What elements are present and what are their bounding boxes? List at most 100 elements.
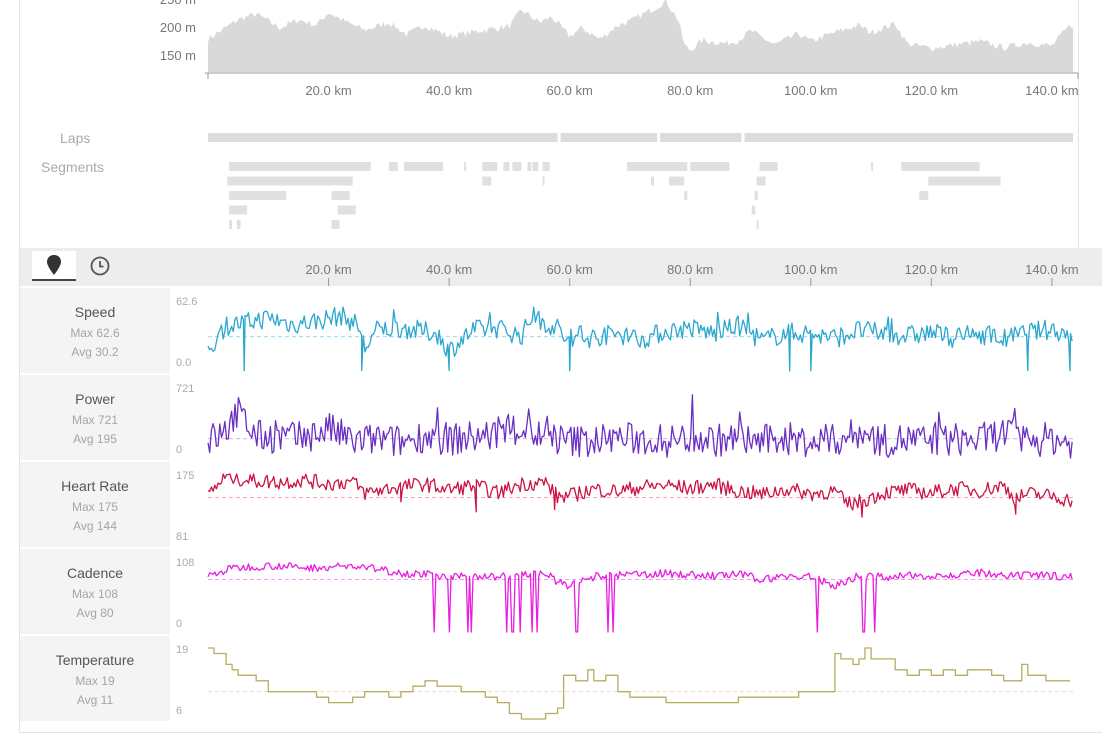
lap-bar	[208, 133, 558, 142]
segment-bar	[532, 162, 539, 171]
metric-min-label: 81	[176, 531, 188, 543]
distance-axis-tick: 100.0 km	[784, 262, 837, 277]
metric-plot-power: 721 0	[170, 375, 1080, 460]
elevation-chart: 250 m 200 m 150 m 20.0 km 40.0 km 60.0 km 80.0…	[160, 0, 1079, 98]
metric-max-label: 721	[176, 383, 194, 395]
segment-bar	[901, 162, 980, 171]
metric-max: Max 721	[71, 413, 119, 427]
segment-bar	[229, 205, 248, 215]
segment-bar	[229, 191, 287, 200]
segment-bar	[919, 191, 929, 200]
segment-bar	[759, 162, 778, 171]
segment-bar	[756, 220, 759, 229]
distance-axis-tick: 140.0 km	[1025, 262, 1078, 277]
metric-max-label: 108	[176, 557, 194, 569]
metric-avg: Avg 80	[76, 606, 114, 620]
lap-bar	[744, 133, 1073, 142]
metric-avg: Avg 144	[73, 519, 117, 533]
segment-bar	[542, 162, 550, 171]
metric-plot-speed: 62.6 0.0	[170, 288, 1080, 373]
segment-bar	[503, 162, 510, 171]
segment-bar	[751, 205, 756, 215]
metric-max: Max 62.6	[70, 326, 120, 340]
metric-label-panel: Temperature Max 19 Avg 11	[20, 636, 170, 721]
segment-bar	[754, 191, 758, 200]
segment-bar	[651, 176, 655, 186]
elevation-area	[208, 0, 1073, 72]
metric-max: Max 19	[75, 674, 115, 688]
laps-track	[208, 133, 1073, 229]
segment-bar	[227, 176, 353, 186]
metric-series-line	[207, 394, 1073, 459]
segment-bar	[482, 162, 498, 171]
bottom-border	[19, 732, 1102, 733]
segment-bar	[928, 176, 1001, 186]
metric-series-line	[208, 647, 1070, 720]
metric-plot-cadence: 108 0	[170, 549, 1080, 634]
segment-bar	[669, 176, 685, 186]
segment-bar	[331, 220, 340, 229]
metric-label-panel: Speed Max 62.6 Avg 30.2	[20, 288, 170, 373]
metric-min-label: 6	[176, 705, 182, 717]
segment-bar	[331, 191, 350, 200]
elevation-x-tick: 140.0 km	[1025, 83, 1078, 98]
segment-bar	[337, 205, 356, 215]
segment-bar	[756, 176, 766, 186]
elevation-x-tick: 100.0 km	[784, 83, 837, 98]
metric-label-panel: Cadence Max 108 Avg 80	[20, 549, 170, 634]
elevation-y-tick: 150 m	[160, 48, 196, 63]
metric-label-panel: Power Max 721 Avg 195	[20, 375, 170, 460]
metric-avg: Avg 30.2	[71, 345, 119, 359]
metric-min-label: 0	[176, 618, 182, 630]
elevation-x-tick: 20.0 km	[305, 83, 351, 98]
segment-bar	[626, 162, 688, 171]
metric-series-line	[207, 306, 1073, 372]
metric-series-line	[207, 473, 1073, 518]
elevation-x-tick: 60.0 km	[547, 83, 593, 98]
metric-min-label: 0.0	[176, 357, 191, 369]
map-pin-icon	[47, 255, 61, 275]
distance-axis-tick: 60.0 km	[547, 262, 593, 277]
segment-bar	[527, 162, 532, 171]
metric-name: Speed	[74, 304, 116, 320]
elevation-x-tick: 80.0 km	[667, 83, 713, 98]
elevation-x-tick: 40.0 km	[426, 83, 472, 98]
clock-icon	[90, 256, 110, 276]
metric-max: Max 175	[71, 500, 119, 514]
segments-label: Segments	[41, 159, 105, 175]
chart-toolbar	[20, 248, 1102, 286]
distance-axis-tick: 20.0 km	[305, 262, 351, 277]
lap-bar	[660, 133, 742, 142]
segment-bar	[464, 162, 467, 171]
segment-bar	[512, 162, 522, 171]
distance-mode-button[interactable]	[32, 251, 76, 281]
right-border	[1078, 0, 1079, 248]
metric-plot-temperature: 19 6	[170, 636, 1080, 721]
metric-avg: Avg 195	[73, 432, 117, 446]
metric-name: Cadence	[66, 565, 124, 581]
metric-max-label: 19	[176, 644, 188, 656]
distance-axis-tick: 120.0 km	[905, 262, 958, 277]
segment-bar	[403, 162, 444, 171]
segment-bar	[388, 162, 398, 171]
distance-axis-tick: 40.0 km	[426, 262, 472, 277]
metric-min-label: 0	[176, 444, 182, 456]
metric-max: Max 108	[71, 587, 119, 601]
distance-axis-tick: 80.0 km	[667, 262, 713, 277]
metric-plot-heart-rate: 175 81	[170, 462, 1080, 547]
segment-bar	[542, 176, 545, 186]
distance-axis: 20.0 km 40.0 km 60.0 km 80.0 km 100.0 km 120.…	[305, 262, 1079, 286]
metric-avg: Avg 11	[76, 693, 114, 707]
segment-bar	[482, 176, 492, 186]
metric-label-panel: Heart Rate Max 175 Avg 144	[20, 462, 170, 547]
metric-max-label: 62.6	[176, 296, 197, 308]
metric-name: Heart Rate	[61, 478, 129, 494]
segment-bar	[229, 220, 233, 229]
time-mode-button[interactable]	[78, 251, 122, 281]
left-border	[19, 0, 20, 733]
elevation-y-tick: 250 m	[160, 0, 196, 7]
laps-label: Laps	[60, 130, 91, 146]
metric-name: Power	[75, 391, 115, 407]
lap-bar	[560, 133, 658, 142]
segment-bar	[684, 191, 688, 200]
